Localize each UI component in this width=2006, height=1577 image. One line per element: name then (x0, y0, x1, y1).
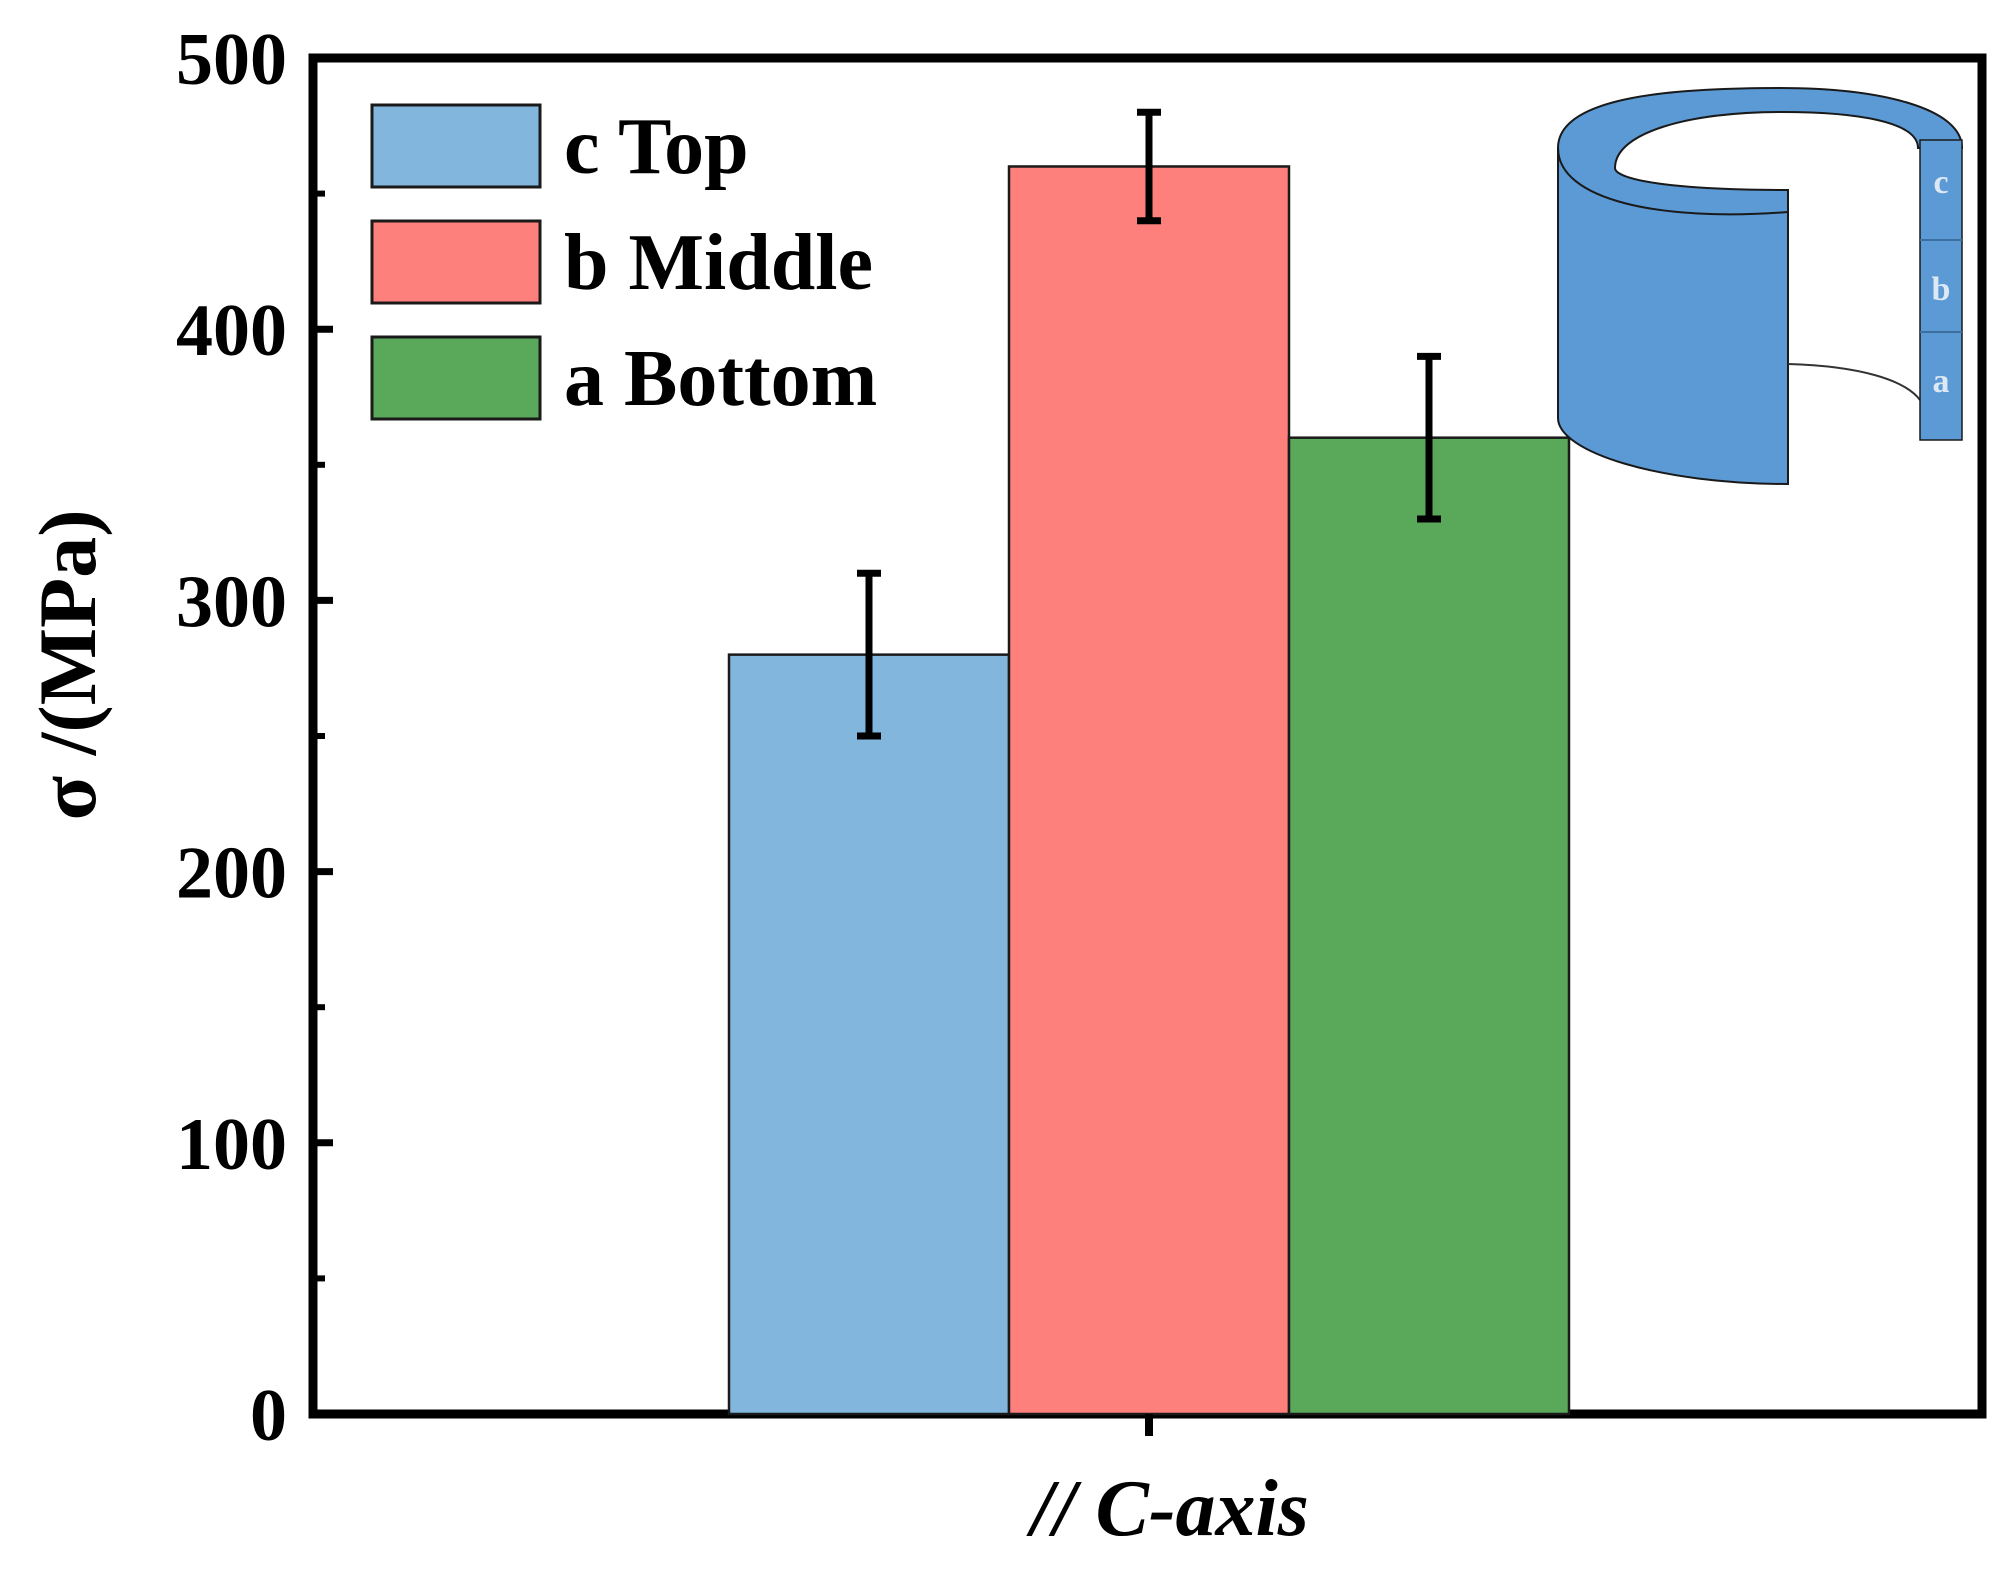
legend-swatch (370, 335, 542, 421)
bar-c-top (727, 653, 1011, 1416)
legend-swatch (370, 219, 542, 305)
inset-cut-section (1919, 139, 1963, 441)
bar-b-middle (1007, 165, 1291, 1416)
y-tick-label: 400 (176, 290, 287, 372)
y-tick-label: 500 (176, 19, 287, 101)
error-bar-b-middle (1137, 108, 1161, 225)
legend-label: c Top (564, 103, 749, 191)
legend-swatch (370, 103, 542, 189)
error-bar-c-top (857, 569, 881, 740)
legend-item-b-middle: b Middle (370, 219, 873, 307)
y-tick-label: 100 (176, 1104, 287, 1186)
inset-label-a: a (1933, 363, 1950, 400)
y-axis: 0 100 200 300 400 500 (176, 19, 333, 1457)
y-tick-label: 300 (176, 561, 287, 643)
error-bars-group (857, 108, 1441, 740)
inset-label-b: b (1932, 271, 1951, 308)
legend-label: b Middle (564, 219, 873, 307)
y-axis-title: σ /(MPa) (22, 510, 113, 821)
inset-outer-wall (1557, 147, 1789, 486)
inset-cylinder-illustration: c b a (1556, 86, 1964, 486)
inset-inner-edge (1787, 363, 1921, 401)
legend-label: a Bottom (564, 335, 877, 423)
legend-item-c-top: c Top (370, 103, 749, 191)
legend-item-a-bottom: a Bottom (370, 335, 877, 423)
y-tick-label: 200 (176, 833, 287, 915)
bar-a-bottom (1287, 436, 1571, 1416)
bars-group (727, 165, 1571, 1416)
error-bar-a-bottom (1417, 352, 1441, 523)
inset-label-c: c (1933, 164, 1948, 201)
legend: c Top b Middle a Bottom (370, 103, 877, 423)
y-tick-label: 0 (250, 1375, 287, 1457)
x-axis-title: // C-axis (1026, 1465, 1309, 1553)
